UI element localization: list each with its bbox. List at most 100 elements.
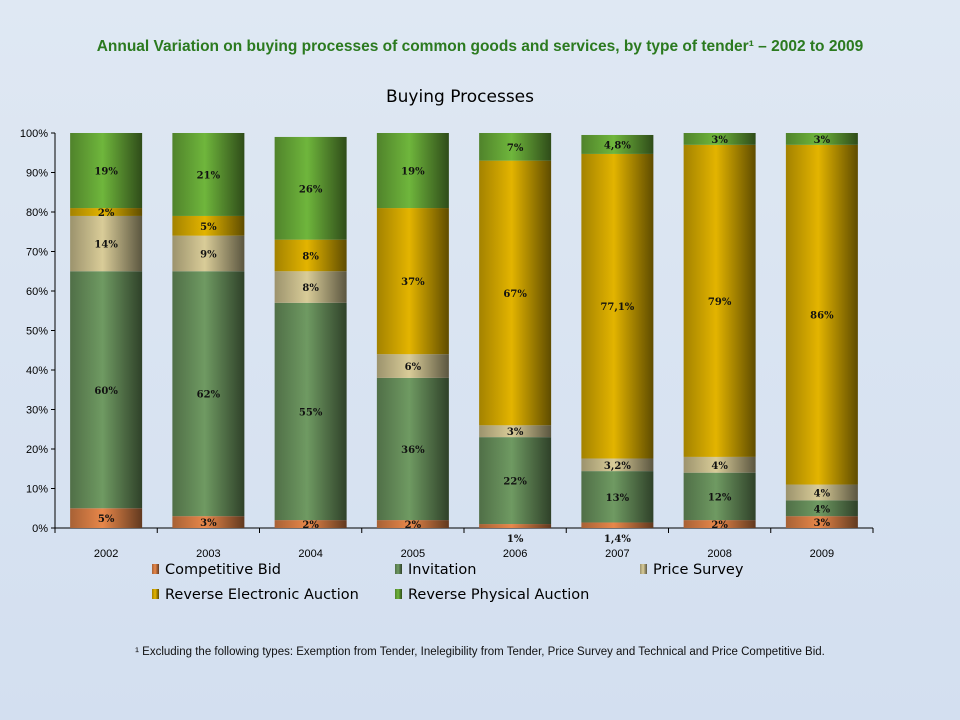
data-label-competitive-bid-2008: 2% xyxy=(711,520,728,531)
data-label-price-survey-2009: 4% xyxy=(814,488,831,499)
data-label-reverse-physical-auction-2007: 4,8% xyxy=(604,140,631,151)
bar-segment-reverse-electronic-auction-2003 xyxy=(172,215,245,236)
bar-segment-reverse-electronic-auction-2008 xyxy=(683,144,756,457)
bar-segment-invitation-2002 xyxy=(70,271,143,509)
data-label-reverse-physical-auction-2002: 19% xyxy=(94,167,118,178)
data-label-price-survey-2004: 8% xyxy=(302,283,319,294)
legend-label: Price Survey xyxy=(653,562,744,578)
bar-segment-reverse-physical-auction-2006 xyxy=(479,133,552,161)
bar-segment-invitation-2009 xyxy=(785,500,858,517)
data-label-invitation-2004: 55% xyxy=(299,407,323,418)
data-label-reverse-physical-auction-2004: 26% xyxy=(299,184,323,195)
data-label-competitive-bid-2009: 3% xyxy=(814,518,831,529)
bar-segment-reverse-physical-auction-2008 xyxy=(683,133,756,145)
bar-segment-price-survey-2007 xyxy=(581,458,654,472)
legend-item-competitive-bid: Competitive Bid xyxy=(152,562,281,578)
bar-segment-reverse-physical-auction-2003 xyxy=(172,133,245,216)
data-label-price-survey-2008: 4% xyxy=(711,461,728,472)
x-tick-label: 2008 xyxy=(707,548,731,560)
legend-item-price-survey: Price Survey xyxy=(640,562,744,578)
data-label-reverse-electronic-auction-2005: 37% xyxy=(401,277,425,288)
footnote: ¹ Excluding the following types: Exempti… xyxy=(135,646,825,658)
bar-segment-price-survey-2004 xyxy=(274,271,347,303)
x-tick-label: 2004 xyxy=(298,548,322,560)
data-label-competitive-bid-2002: 5% xyxy=(98,514,115,525)
data-label-competitive-bid-2006: 1% xyxy=(507,534,524,545)
data-label-invitation-2002: 60% xyxy=(94,386,118,397)
data-label-reverse-electronic-auction-2007: 77,1% xyxy=(600,302,634,313)
y-tick-label: 100% xyxy=(20,128,48,140)
legend-swatch xyxy=(152,589,159,599)
data-label-invitation-2007: 13% xyxy=(606,493,630,504)
y-tick-label: 60% xyxy=(26,286,48,298)
bar-segment-competitive-bid-2005 xyxy=(376,520,449,528)
x-tick-label: 2005 xyxy=(401,548,425,560)
data-label-invitation-2009: 4% xyxy=(814,504,831,515)
data-label-invitation-2006: 22% xyxy=(503,477,527,488)
legend-label: Reverse Physical Auction xyxy=(408,587,589,603)
chart-title: Buying Processes xyxy=(386,87,534,107)
bar-segment-reverse-electronic-auction-2004 xyxy=(274,239,347,272)
data-label-reverse-electronic-auction-2006: 67% xyxy=(503,289,527,300)
data-label-price-survey-2005: 6% xyxy=(405,362,422,373)
bar-segment-price-survey-2005 xyxy=(376,354,449,378)
bar-segment-competitive-bid-2007 xyxy=(581,522,654,528)
bar-segment-invitation-2003 xyxy=(172,271,245,517)
data-label-reverse-electronic-auction-2009: 86% xyxy=(810,311,834,322)
data-label-reverse-electronic-auction-2008: 79% xyxy=(708,297,732,308)
legend-label: Reverse Electronic Auction xyxy=(165,587,359,603)
y-tick-label: 30% xyxy=(26,405,48,417)
stacked-bar-chart: Buying Processes 0% 10% 20% 30% 40% 50% 60% 70%… xyxy=(20,87,874,603)
x-tick-label: 2003 xyxy=(196,548,220,560)
bar-segment-competitive-bid-2009 xyxy=(785,516,858,528)
y-tick-label: 10% xyxy=(26,484,48,496)
chart-legend: Competitive Bid Invitation Price Survey Rev… xyxy=(152,562,744,603)
bar-segment-invitation-2004 xyxy=(274,302,347,521)
chart-data-labels: 5% 60% 14% 2% 19% 3% 62% 9% 5% 21% 2% 55% 8% 8% 26% 2% 3… xyxy=(94,135,834,545)
data-label-reverse-physical-auction-2009: 3% xyxy=(814,135,831,146)
bar-segment-competitive-bid-2008 xyxy=(683,520,756,528)
bar-segment-reverse-electronic-auction-2002 xyxy=(70,208,143,216)
x-tick-label: 2007 xyxy=(605,548,629,560)
legend-label: Competitive Bid xyxy=(165,562,281,578)
data-label-reverse-electronic-auction-2002: 2% xyxy=(98,208,115,219)
bar-segment-invitation-2008 xyxy=(683,472,756,521)
x-tick-label: 2009 xyxy=(810,548,834,560)
bar-segment-reverse-electronic-auction-2009 xyxy=(785,144,858,485)
data-label-reverse-physical-auction-2008: 3% xyxy=(711,135,728,146)
chart-axes: 0% 10% 20% 30% 40% 50% 60% 70% 80% 90% 100% 2002 200… xyxy=(20,128,874,560)
bar-segment-price-survey-2002 xyxy=(70,215,143,272)
data-label-competitive-bid-2003: 3% xyxy=(200,518,217,529)
y-tick-label: 0% xyxy=(32,523,48,535)
bar-segment-price-survey-2006 xyxy=(479,425,552,438)
legend-item-invitation: Invitation xyxy=(395,562,476,578)
bar-segment-invitation-2007 xyxy=(581,471,654,523)
y-tick-label: 70% xyxy=(26,247,48,259)
y-tick-label: 80% xyxy=(26,207,48,219)
bar-segment-invitation-2006 xyxy=(479,437,552,525)
data-label-competitive-bid-2005: 2% xyxy=(405,520,422,531)
bar-segment-price-survey-2009 xyxy=(785,484,858,501)
data-label-invitation-2003: 62% xyxy=(197,390,221,401)
bar-segment-competitive-bid-2004 xyxy=(274,520,347,528)
data-label-competitive-bid-2007: 1,4% xyxy=(604,534,631,545)
x-tick-label: 2002 xyxy=(94,548,118,560)
bar-segment-competitive-bid-2003 xyxy=(172,516,245,528)
bar-segment-reverse-physical-auction-2005 xyxy=(376,133,449,209)
bar-segment-price-survey-2008 xyxy=(683,456,756,473)
y-tick-label: 20% xyxy=(26,444,48,456)
legend-swatch xyxy=(395,564,402,574)
legend-label: Invitation xyxy=(408,562,476,578)
bar-segment-reverse-physical-auction-2009 xyxy=(785,133,858,145)
data-label-price-survey-2003: 9% xyxy=(200,249,217,260)
data-label-invitation-2008: 12% xyxy=(708,492,732,503)
data-label-reverse-electronic-auction-2003: 5% xyxy=(200,222,217,233)
bar-segment-reverse-physical-auction-2007 xyxy=(581,134,654,154)
bar-segment-price-survey-2003 xyxy=(172,235,245,272)
data-label-reverse-physical-auction-2003: 21% xyxy=(197,170,221,181)
bar-segment-reverse-electronic-auction-2007 xyxy=(581,153,654,459)
bar-segment-invitation-2005 xyxy=(376,377,449,521)
legend-item-reverse-electronic-auction: Reverse Electronic Auction xyxy=(152,587,359,603)
data-label-invitation-2005: 36% xyxy=(401,445,425,456)
data-label-competitive-bid-2004: 2% xyxy=(302,520,319,531)
